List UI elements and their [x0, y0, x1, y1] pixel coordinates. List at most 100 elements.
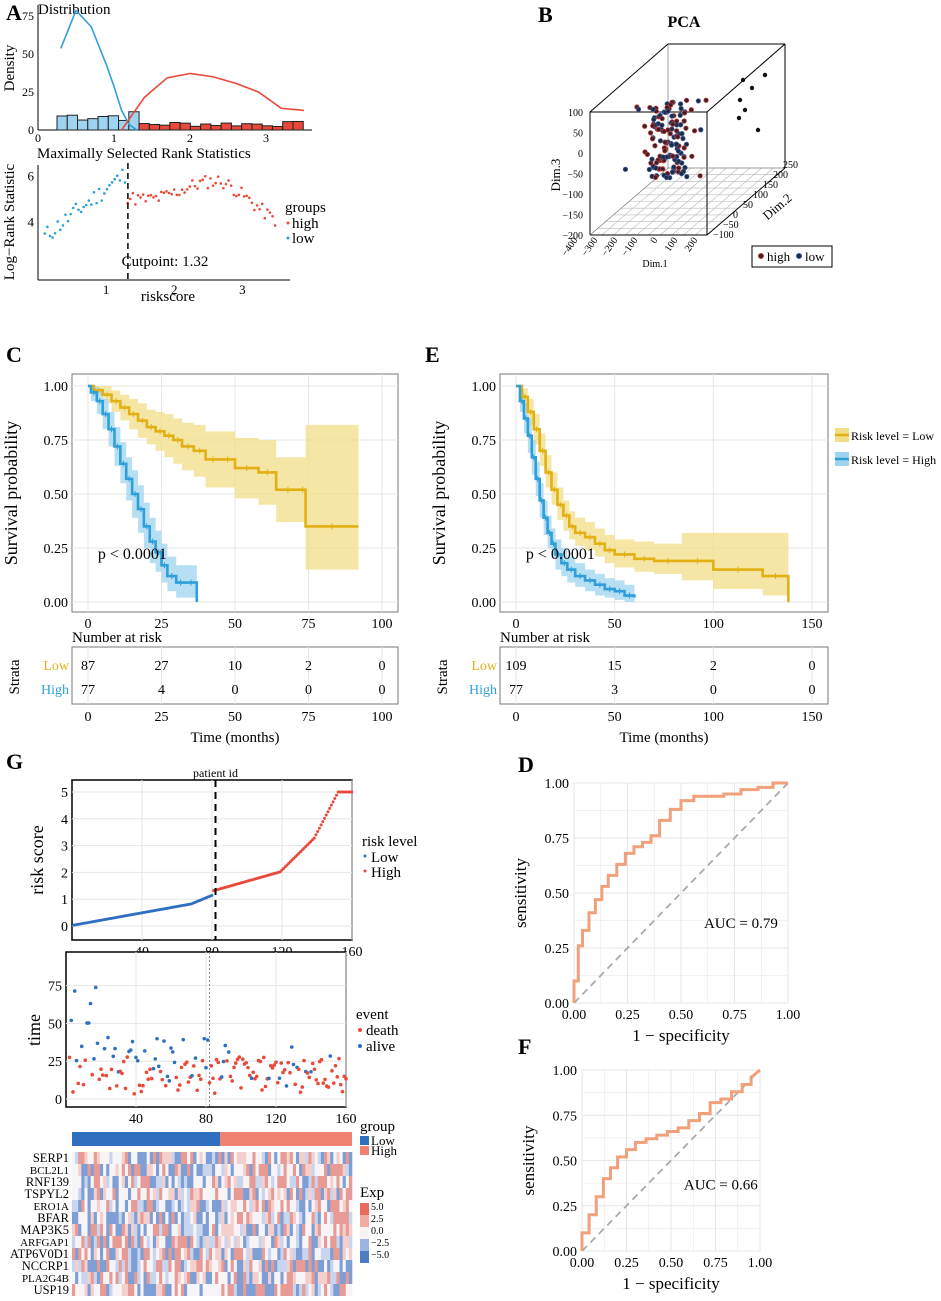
heatmap-cell [174, 1236, 179, 1248]
heatmap-cell [277, 1176, 281, 1188]
time-point [293, 1082, 298, 1087]
heatmap-cell [143, 1272, 147, 1284]
heatmap-cell [156, 1188, 160, 1200]
heatmap-cell [140, 1188, 144, 1200]
legend-label-high: high [292, 216, 319, 232]
heatmap-cell [264, 1188, 269, 1200]
heatmap-cell [289, 1260, 294, 1272]
heatmap-cell [243, 1248, 247, 1260]
p-value-label: p < 0.0001 [98, 546, 167, 563]
heatmap-cell [87, 1272, 91, 1284]
rank-stat-point [167, 191, 171, 195]
rank-stat-point [255, 204, 259, 207]
rank-stat-point [128, 197, 132, 201]
pca-point [691, 128, 698, 134]
heatmap-cell [75, 1200, 79, 1212]
rank-stat-point [183, 191, 186, 194]
heatmap-cell [90, 1236, 95, 1248]
heatmap-cell [336, 1284, 340, 1296]
heatmap-cell [78, 1212, 82, 1224]
heatmap-cell [252, 1212, 256, 1224]
rank-stat-point [260, 202, 264, 206]
heatmap-cell [199, 1248, 203, 1260]
heatmap-cell [333, 1224, 337, 1236]
time-point [202, 1036, 207, 1041]
heatmap-cell [171, 1188, 175, 1200]
heatmap-cell [109, 1164, 113, 1176]
rank-stat-point [69, 212, 72, 216]
heatmap-cell [196, 1176, 200, 1188]
heatmap-cell [236, 1164, 241, 1176]
time-point [309, 1069, 313, 1074]
heatmap-cell [215, 1284, 219, 1296]
heatmap-cell [184, 1284, 188, 1296]
rank-stat-point [121, 168, 124, 172]
heatmap-cell [131, 1164, 135, 1176]
heatmap-cell [339, 1176, 343, 1188]
heatmap-cell [146, 1224, 151, 1236]
histogram-bar [66, 114, 79, 131]
heatmap-cell [202, 1224, 207, 1236]
heatmap-cell [156, 1152, 160, 1164]
heatmap-cell [165, 1152, 169, 1164]
heatmap-cell [106, 1164, 110, 1176]
heatmap-cell [152, 1152, 157, 1164]
heatmap-cell [299, 1176, 303, 1188]
heatmap-cell [292, 1272, 297, 1284]
heatmap-cell [149, 1164, 154, 1176]
heatmap-cell [224, 1236, 228, 1248]
heatmap-cell [75, 1260, 79, 1272]
time-point [233, 1061, 238, 1065]
heatmap-cell [261, 1224, 266, 1236]
heatmap-cell [333, 1212, 337, 1224]
heatmap-cell [233, 1200, 238, 1212]
heatmap-cell [268, 1164, 272, 1176]
heatmap-cell [124, 1284, 129, 1296]
heatmap-cell [174, 1212, 179, 1224]
pca-point [677, 112, 683, 118]
time-point [291, 1062, 296, 1067]
heatmap-cell [171, 1284, 175, 1296]
rank-stat-point [224, 182, 228, 186]
time-point [300, 1085, 305, 1089]
heatmap-cell [277, 1260, 281, 1272]
heatmap-cell [205, 1248, 210, 1260]
heatmap-cell [131, 1224, 135, 1236]
heatmap-cell [202, 1236, 207, 1248]
heatmap-cell [320, 1260, 325, 1272]
heatmap-cell [333, 1164, 337, 1176]
heatmap-cell [96, 1272, 101, 1284]
time-point [225, 1059, 229, 1063]
time-point [190, 1073, 194, 1078]
heatmap-cell [240, 1212, 244, 1224]
pca-point [642, 123, 648, 129]
heatmap-cell [280, 1224, 284, 1236]
heatmap-cell [277, 1164, 281, 1176]
heatmap-cell [199, 1236, 203, 1248]
heatmap-cell [339, 1224, 343, 1236]
heatmap-cell [93, 1152, 98, 1164]
heatmap-cell [215, 1152, 219, 1164]
heatmap-cell [106, 1236, 110, 1248]
heatmap-cell [292, 1260, 297, 1272]
heatmap-cell [180, 1176, 185, 1188]
y-tick-label: 0.25 [545, 942, 570, 957]
heatmap-cell [112, 1212, 116, 1224]
heatmap-cell [296, 1176, 300, 1188]
box-edge [589, 43, 669, 113]
heatmap-cell [224, 1272, 228, 1284]
pca-point [635, 106, 642, 112]
heatmap-cell [115, 1200, 119, 1212]
heatmap-cell [124, 1152, 129, 1164]
heatmap-cell [308, 1284, 312, 1296]
heatmap-cell [168, 1200, 172, 1212]
pca-point [659, 122, 665, 128]
heatmap-cell [75, 1248, 79, 1260]
heatmap-cell [124, 1212, 129, 1224]
heatmap-cell [137, 1176, 141, 1188]
heatmap-cell [159, 1176, 163, 1188]
heatmap-cell [230, 1248, 235, 1260]
heatmap-cell [121, 1272, 126, 1284]
heatmap-cell [227, 1164, 231, 1176]
heatmap-cell [93, 1284, 98, 1296]
